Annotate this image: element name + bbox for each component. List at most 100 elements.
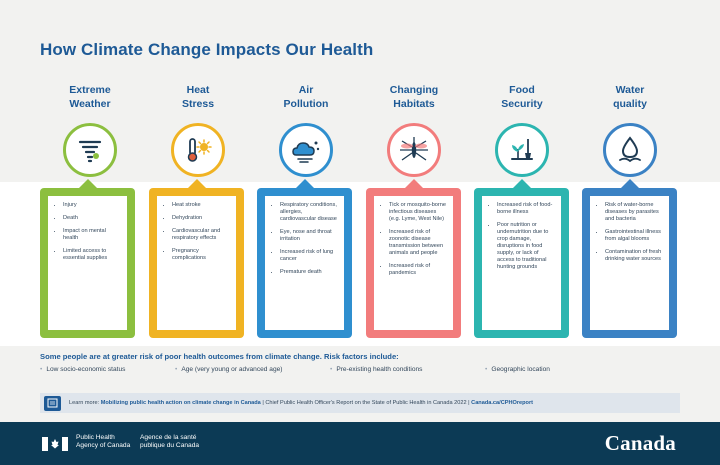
learn-more-prefix: Learn more: (69, 400, 100, 406)
effect-item: Increased risk of pandemics (389, 263, 447, 277)
topic-label: Heat Stress (148, 83, 248, 113)
effects-list: Tick or mosquito-borne infectious diseas… (380, 202, 447, 277)
card-extreme-weather: Injury Death Impact on mental health Lim… (40, 179, 135, 338)
tornado-icon (63, 123, 117, 177)
effect-item: Injury (63, 202, 121, 209)
topic-food-security: Food Security (472, 83, 572, 177)
topic-water-quality: Water quality (580, 83, 680, 177)
report-url[interactable]: Canada.ca/CPHOreport (471, 400, 534, 406)
topic-label-line: Food (509, 84, 535, 96)
topic-heat-stress: Heat Stress (148, 83, 248, 177)
effect-item: Premature death (280, 269, 338, 276)
effect-item: Tick or mosquito-borne infectious diseas… (389, 202, 447, 223)
effect-item: Increased risk of zoonotic disease trans… (389, 229, 447, 257)
topic-label-line: Heat (186, 84, 210, 96)
thermometer-sun-icon (171, 123, 225, 177)
risk-factor-item: • Pre-existing health conditions (330, 366, 423, 373)
smog-cloud-icon (279, 123, 333, 177)
topic-changing-habitats: Changing Habitats (364, 83, 464, 177)
department-line: Agence de la santé (140, 434, 197, 441)
crop-shovel-icon (495, 123, 549, 177)
card-pointer (619, 179, 640, 189)
effect-item: Poor nutrition or undernutrition due to … (497, 222, 555, 271)
risk-factor-text: Pre-existing health conditions (336, 366, 423, 373)
risk-factor-text: Low socio-economic status (46, 366, 126, 373)
card-pointer (294, 179, 315, 189)
effect-item: Increased risk of lung cancer (280, 249, 338, 263)
card-body: Increased risk of food-borne illness Poo… (482, 196, 561, 330)
department-line: Public Health (76, 434, 115, 441)
card-food-security: Increased risk of food-borne illness Poo… (474, 179, 569, 338)
effect-item: Impact on mental health (63, 228, 121, 242)
topic-label-line: Security (501, 98, 543, 110)
effect-item: Dehydration (172, 215, 230, 222)
department-line: publique du Canada (140, 442, 200, 449)
topic-label-line: Water (615, 84, 645, 96)
card-air-pollution: Respiratory conditions, allergies, cardi… (257, 179, 352, 338)
effect-item: Increased risk of food-borne illness (497, 202, 555, 216)
topic-label: Water quality (580, 83, 680, 113)
effect-item: Pregnancy complications (172, 248, 230, 262)
topic-label: Changing Habitats (364, 83, 464, 113)
topic-label-line: Air (298, 84, 314, 96)
effects-list: Respiratory conditions, allergies, cardi… (271, 202, 338, 276)
effect-item: Contamination of fresh drinking water so… (605, 249, 663, 263)
effect-item: Risk of water-borne diseases by parasite… (605, 202, 663, 223)
canada-wordmark: Canada (604, 431, 676, 455)
topic-label: Food Security (472, 83, 572, 113)
card-body: Risk of water-borne diseases by parasite… (590, 196, 669, 330)
topic-label-line: Extreme (69, 84, 111, 96)
water-drop-hand-icon (603, 123, 657, 177)
effect-item: Respiratory conditions, allergies, cardi… (280, 202, 338, 223)
card-body: Injury Death Impact on mental health Lim… (48, 196, 127, 330)
card-pointer (403, 179, 424, 189)
effect-item: Gastrointestinal illness from algal bloo… (605, 229, 663, 243)
risk-factor-text: Geographic location (491, 366, 550, 373)
report-link[interactable]: Mobilizing public health action on clima… (100, 400, 261, 406)
canada-flag-icon (42, 437, 68, 451)
effects-list: Injury Death Impact on mental health Lim… (54, 202, 121, 262)
effects-list: Heat stroke Dehydration Cardiovascular a… (163, 202, 230, 262)
mosquito-icon (387, 123, 441, 177)
effect-item: Cardiovascular and respiratory effects (172, 228, 230, 242)
report-icon (44, 395, 61, 411)
topic-label-line: Stress (181, 98, 215, 110)
department-name-fr: Agence de la santé publique du Canada (140, 434, 199, 450)
risk-factor-item: • Age (very young or advanced age) (175, 366, 283, 373)
risk-factor-text: Age (very young or advanced age) (181, 366, 283, 373)
topic-headers: Extreme Weather Heat Stress Air Poll (40, 83, 680, 183)
card-pointer (186, 179, 207, 189)
page-title: How Climate Change Impacts Our Health (40, 40, 374, 59)
card-pointer (77, 179, 98, 189)
topic-label-line: quality (613, 98, 647, 110)
learn-more-text: Learn more: Mobilizing public health act… (69, 400, 533, 406)
topic-label-line: Weather (69, 98, 111, 110)
risk-factors-title: Some people are at greater risk of poor … (40, 352, 399, 361)
card-water-quality: Risk of water-borne diseases by parasite… (582, 179, 677, 338)
topic-label: Air Pollution (256, 83, 356, 113)
card-heat-stress: Heat stroke Dehydration Cardiovascular a… (149, 179, 244, 338)
department-name-en: Public Health Agency of Canada (76, 434, 130, 450)
effect-item: Limited access to essential supplies (63, 248, 121, 262)
effects-list: Increased risk of food-borne illness Poo… (488, 202, 555, 271)
card-body: Tick or mosquito-borne infectious diseas… (374, 196, 453, 330)
risk-factor-item: • Geographic location (485, 366, 550, 373)
topic-label-line: Pollution (283, 98, 329, 110)
effect-item: Death (63, 215, 121, 222)
learn-more-bar: Learn more: Mobilizing public health act… (40, 393, 680, 413)
topic-label: Extreme Weather (40, 83, 140, 113)
card-pointer (511, 179, 532, 189)
card-changing-habitats: Tick or mosquito-borne infectious diseas… (366, 179, 461, 338)
effects-list: Risk of water-borne diseases by parasite… (596, 202, 663, 263)
effect-item: Heat stroke (172, 202, 230, 209)
effect-item: Eye, nose and throat irritation (280, 229, 338, 243)
card-body: Heat stroke Dehydration Cardiovascular a… (157, 196, 236, 330)
topic-extreme-weather: Extreme Weather (40, 83, 140, 177)
footer: Public Health Agency of Canada Agence de… (0, 422, 720, 465)
department-line: Agency of Canada (76, 442, 131, 449)
topic-label-line: Changing (389, 84, 439, 96)
card-body: Respiratory conditions, allergies, cardi… (265, 196, 344, 330)
topic-air-pollution: Air Pollution (256, 83, 356, 177)
risk-factors-list: • Low socio-economic status • Age (very yo… (40, 366, 680, 376)
report-description: | Chief Public Health Officer's Report o… (262, 400, 470, 406)
